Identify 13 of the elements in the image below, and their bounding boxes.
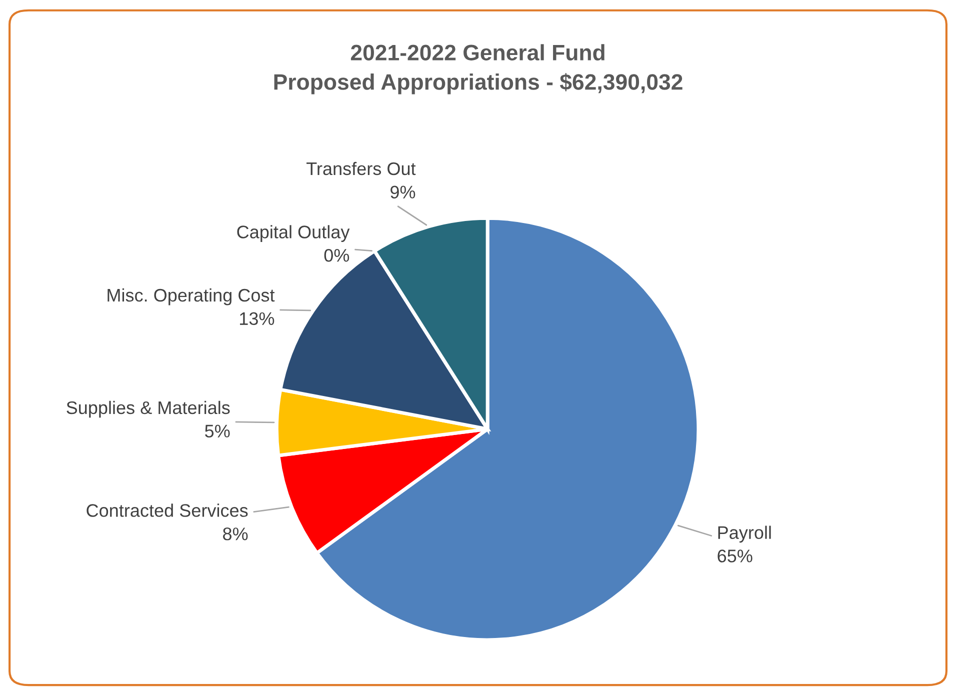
chart-title: 2021-2022 General Fund Proposed Appropriations - $62,390,032 (274, 44, 682, 94)
data-label: 9% (390, 186, 416, 198)
data-label: 8% (223, 528, 248, 540)
data-label: 65% (718, 550, 752, 562)
slice-label: Transfers Out (306, 162, 416, 176)
slice-label: Supplies & Materials (66, 400, 230, 418)
slice-label: Misc. Operating Cost (108, 288, 275, 306)
slice-label: Payroll (718, 526, 771, 543)
data-label: 5% (205, 424, 230, 438)
category-label: Capital Outlay (237, 225, 350, 242)
slice-label: Contracted Services (86, 504, 248, 517)
text: 0% (324, 248, 350, 262)
data-label: 13% (240, 312, 274, 326)
